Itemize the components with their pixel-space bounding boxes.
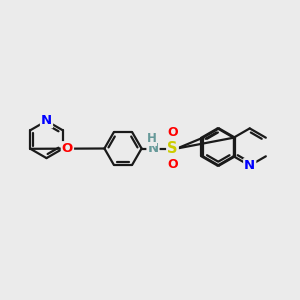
Text: S: S <box>167 141 178 156</box>
Text: O: O <box>62 142 73 155</box>
Text: N: N <box>244 159 255 172</box>
Text: N: N <box>147 142 159 155</box>
Text: O: O <box>167 126 178 139</box>
Text: O: O <box>167 158 178 171</box>
Text: H: H <box>147 132 156 146</box>
Text: N: N <box>41 114 52 128</box>
